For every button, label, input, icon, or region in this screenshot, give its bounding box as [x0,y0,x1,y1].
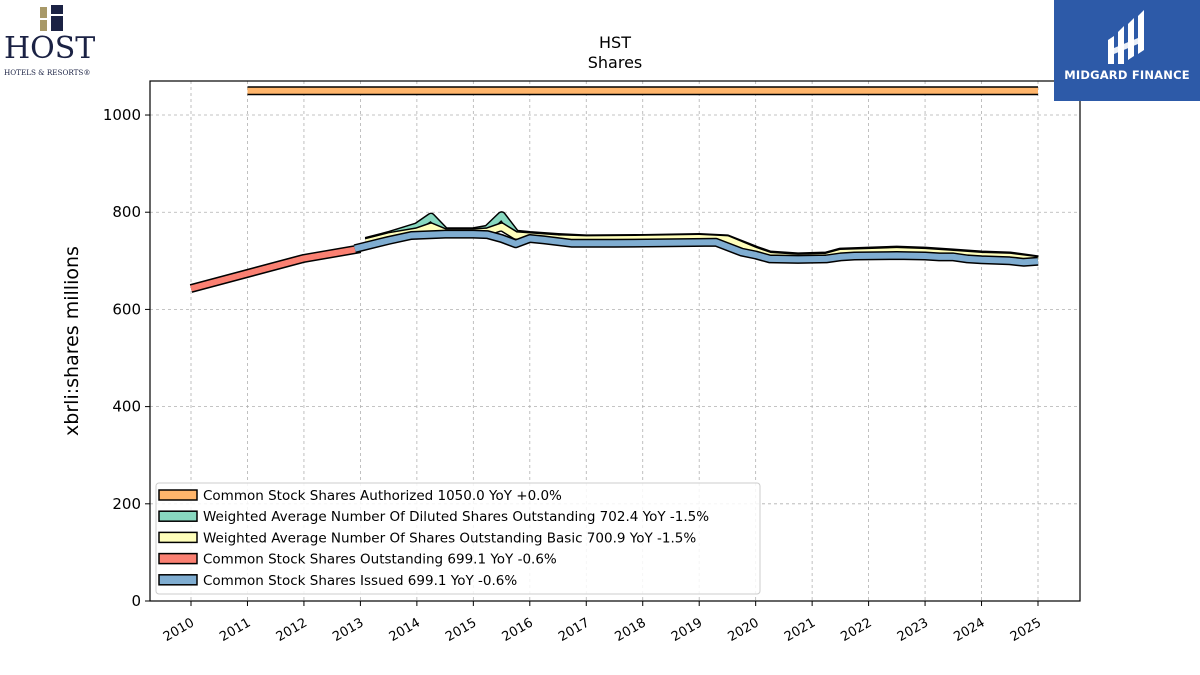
series-line-3 [190,245,361,292]
y-tick-label: 600 [112,300,141,318]
host-logo-wordmark: HOST [4,31,96,66]
y-tick-label: 400 [112,398,141,416]
legend-swatch-3 [158,552,198,565]
chart-subtitle: Shares [588,53,643,72]
host-logo-subtitle: HOTELS & RESORTS® [4,68,91,77]
x-tick-label: 2014 [387,615,423,645]
x-tick-label: 2024 [951,615,987,645]
x-tick-label: 2025 [1008,615,1044,645]
x-tick-label: 2010 [161,615,197,645]
host-logo: HOST HOTELS & RESORTS® [2,4,106,77]
y-tick-label: 200 [112,495,141,513]
x-tick-label: 2020 [726,615,762,645]
x-tick-label: 2013 [330,615,366,645]
x-tick-label: 2018 [613,615,649,645]
legend-label-2: Weighted Average Number Of Shares Outsta… [203,530,696,546]
series-layer [189,86,1039,293]
legend-box [155,482,761,595]
legend-swatch-0 [158,489,198,501]
series-line-4 [354,231,1039,266]
y-tick-label: 1000 [103,106,141,124]
y-axis-label: xbrli:shares millions [61,246,83,436]
x-tick-label: 2022 [838,615,874,645]
chart-title: HST [599,33,631,52]
x-tick-label: 2017 [556,615,592,645]
legend-label-1: Weighted Average Number Of Diluted Share… [203,509,709,525]
y-tick-label: 0 [131,592,141,610]
x-tick-label: 2011 [217,615,253,645]
x-tick-label: 2019 [669,615,705,645]
x-tick-label: 2015 [443,615,479,645]
legend-label-3: Common Stock Shares Outstanding 699.1 Yo… [203,552,557,568]
legend-label-4: Common Stock Shares Issued 699.1 YoY -0.… [203,573,517,589]
legend-swatch-2 [158,531,198,544]
legend: Common Stock Shares Authorized 1050.0 Yo… [155,482,761,595]
brand-badge: MIDGARD FINANCE [1054,0,1200,101]
brand-name: MIDGARD FINANCE [1064,68,1190,82]
midgard-emblem-icon [1108,10,1144,64]
x-tick-label: 2016 [500,615,536,645]
legend-swatch-1 [158,510,198,522]
y-tick-label: 800 [112,203,141,221]
plot-frame [149,80,1081,602]
x-tick-label: 2012 [274,615,310,645]
legend-label-0: Common Stock Shares Authorized 1050.0 Yo… [203,488,562,504]
x-tick-label: 2023 [895,615,931,645]
x-tick-label: 2021 [782,615,818,645]
host-emblem-icon [40,5,63,31]
legend-swatch-4 [158,574,198,586]
